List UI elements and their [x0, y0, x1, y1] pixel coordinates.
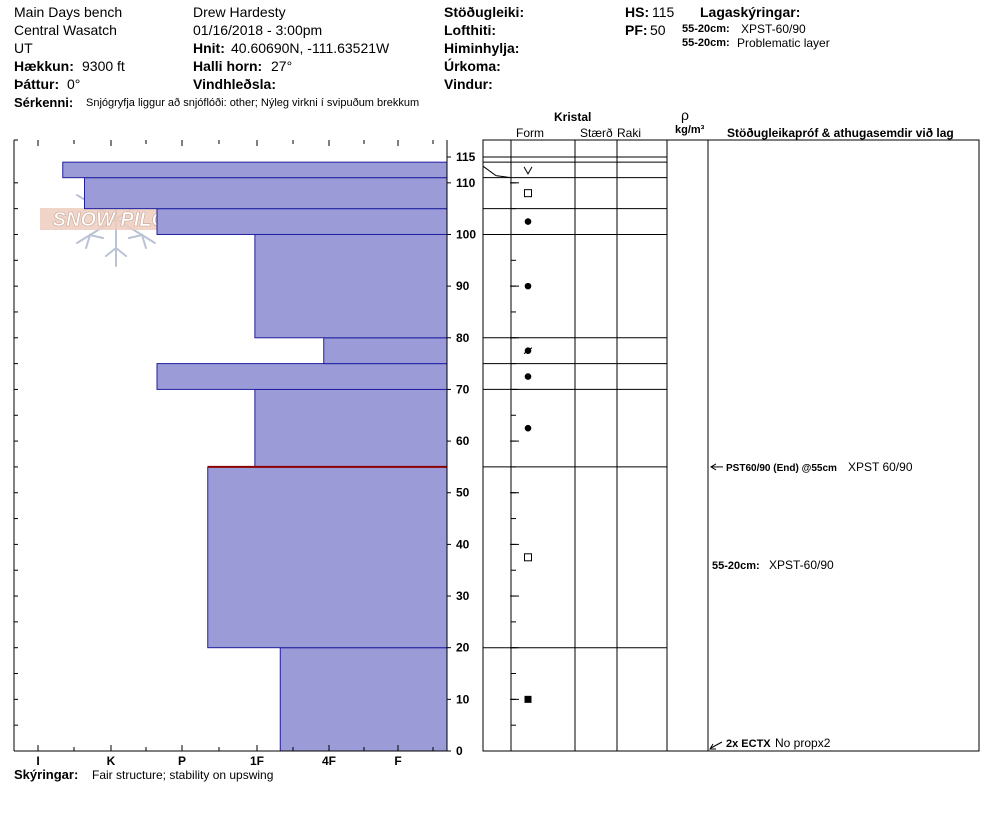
features-value: Snjógryfja liggur að snjóflóði: other; N…	[86, 97, 420, 109]
hardness-tick-label: 4F	[322, 754, 336, 768]
slope-value: 27°	[271, 58, 293, 74]
hardness-bar	[207, 466, 448, 649]
footer-notes-value: Fair structure; stability on upswing	[92, 768, 274, 782]
wind-loading-label: Vindhleðsla:	[193, 76, 276, 92]
slope-label: Halli horn:	[193, 58, 263, 74]
form-dot-icon	[524, 218, 532, 225]
coords-value: 40.60690N, -111.63521W	[231, 40, 390, 56]
hardness-bar	[254, 233, 448, 339]
depth-tick-label: 110	[456, 176, 476, 190]
observer-name: Drew Hardesty	[193, 4, 286, 20]
air-temp-label: Lofthiti:	[444, 22, 497, 38]
hs-value: 115	[652, 4, 675, 20]
form-header: Form	[516, 126, 544, 140]
hardness-tick-label: I	[36, 754, 39, 768]
hardness-bar	[279, 647, 448, 752]
depth-tick-label: 0	[456, 744, 463, 758]
layer-note-text: XPST-60/90	[741, 22, 806, 36]
tests-header: Stöðugleikapróf & athugasemdir við lag	[727, 126, 954, 140]
form-vee-icon	[523, 166, 533, 175]
precip-label: Úrkoma:	[444, 58, 501, 74]
depth-tick-label: 90	[456, 279, 470, 293]
hardness-tick-label: 1F	[250, 754, 264, 768]
form-dot-icon	[524, 282, 532, 290]
layer-table-frame	[482, 139, 980, 752]
depth-tick-label: 40	[456, 537, 470, 551]
logo-text: SNOW PILOT	[53, 209, 181, 231]
hardness-tick-label: K	[107, 754, 116, 768]
depth-tick-label: 115	[456, 150, 476, 164]
rho-symbol: ρ	[681, 107, 689, 123]
form-open-square-icon	[524, 189, 532, 198]
test-result: No propx2	[775, 736, 831, 750]
hardness-bar	[323, 337, 448, 365]
test-arrowhead	[709, 743, 716, 750]
depth-tick-label: 80	[456, 331, 470, 345]
crystal-header: Kristal	[554, 110, 592, 124]
form-slash-mark	[523, 347, 533, 355]
features-label: Sérkenni:	[14, 95, 74, 110]
depth-tick-label: 100	[456, 227, 476, 241]
depth-tick-label: 50	[456, 486, 470, 500]
test-label: 55-20cm:	[712, 560, 760, 572]
hardness-bar	[84, 177, 448, 210]
surface-connector	[482, 165, 512, 179]
layer-note-depth: 55-20cm:	[682, 23, 730, 35]
hardness-bar	[254, 388, 448, 468]
hardness-bar	[62, 161, 448, 179]
test-label: 2x ECTX	[726, 738, 771, 750]
size-header: Stærð	[580, 126, 613, 140]
pf-label: PF:	[625, 22, 648, 38]
layer-note-depth: 55-20cm:	[682, 37, 730, 49]
depth-tick-label: 10	[456, 692, 470, 706]
test-result: XPST-60/90	[769, 558, 834, 572]
layer-notes-title: Lagaskýringar:	[700, 4, 801, 20]
moisture-header: Raki	[617, 126, 642, 140]
sky-cover-label: Himinhylja:	[444, 40, 520, 56]
hardness-tick-label: P	[178, 754, 186, 768]
form-dot-icon	[524, 373, 532, 380]
depth-tick-label: 70	[456, 382, 470, 396]
footer-notes-label: Skýringar:	[14, 767, 79, 782]
test-result: XPST 60/90	[848, 460, 913, 474]
form-open-square-icon	[524, 553, 532, 562]
hardness-bar	[156, 208, 448, 235]
form-dot-icon	[524, 424, 532, 432]
test-arrow	[710, 741, 723, 749]
test-arrowhead	[710, 463, 717, 471]
mountain-range: Central Wasatch	[14, 22, 117, 38]
stability-label: Stöðugleiki:	[444, 4, 525, 20]
aspect-label: Þáttur:	[14, 76, 60, 92]
hardness-bar	[156, 363, 448, 390]
elevation-label: Hækkun:	[14, 58, 74, 74]
state: UT	[14, 40, 33, 56]
elevation-value: 9300 ft	[82, 58, 125, 74]
hardness-tick-label: F	[394, 754, 401, 768]
depth-tick-label: 20	[456, 641, 470, 655]
location-name: Main Days bench	[14, 4, 123, 20]
wind-label: Vindur:	[444, 76, 493, 92]
form-filled-square-icon	[524, 695, 532, 703]
depth-tick-label: 30	[456, 589, 470, 603]
depth-tick-label: 60	[456, 434, 470, 448]
pf-value: 50	[650, 22, 666, 38]
observation-datetime: 01/16/2018 - 3:00pm	[193, 22, 323, 38]
density-unit: kg/m³	[675, 124, 705, 136]
hs-label: HS:	[625, 4, 650, 20]
coords-label: Hnit:	[193, 40, 225, 56]
aspect-value: 0°	[67, 76, 81, 92]
layer-note-text: Problematic layer	[737, 36, 830, 50]
test-label: PST60/90 (End) @55cm	[726, 463, 837, 474]
